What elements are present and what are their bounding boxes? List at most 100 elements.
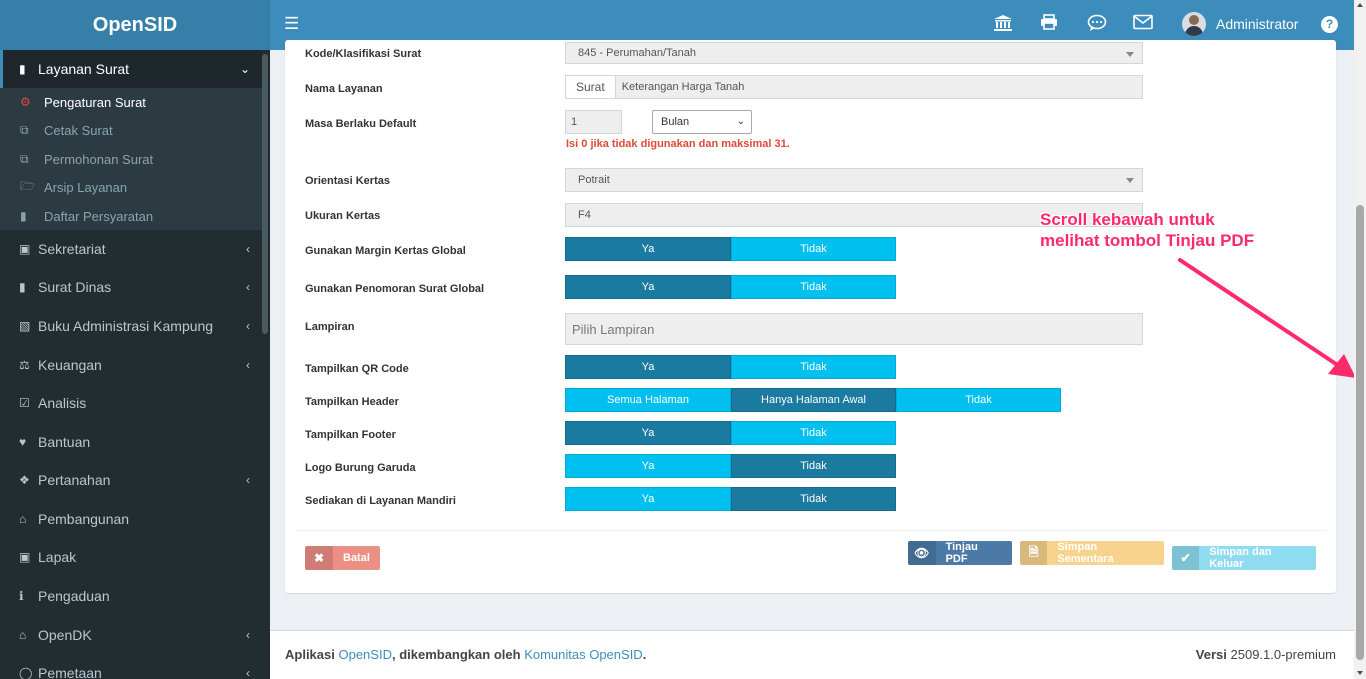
copy-icon: ⧉ bbox=[20, 151, 29, 166]
nama-input[interactable]: Surat Keterangan Harga Tanah bbox=[565, 75, 1143, 99]
submenu-item-cetak-surat[interactable]: ⧉ Cetak Surat bbox=[0, 116, 262, 144]
submenu-item-daftar-persyaratan[interactable]: ▮ Daftar Persyaratan bbox=[0, 202, 262, 230]
sidebar-item-label: Sekretariat bbox=[38, 241, 106, 257]
submenu-item-permohonan-surat[interactable]: ⧉ Permohonan Surat bbox=[0, 145, 262, 173]
institution-icon: ⌂ bbox=[19, 628, 27, 642]
sidebar-item-bantuan[interactable]: ♥ Bantuan bbox=[0, 423, 262, 461]
sidebar-item-pengaduan[interactable]: ℹ Pengaduan bbox=[0, 577, 262, 615]
batal-button[interactable]: ✖ Batal bbox=[305, 546, 380, 570]
user-menu[interactable]: Administrator bbox=[1182, 12, 1298, 36]
sidebar-item-pemetaan[interactable]: ◯ Pemetaan ‹ bbox=[0, 654, 262, 679]
submenu-item-arsip-layanan[interactable]: 🗁 Arsip Layanan bbox=[0, 173, 262, 201]
garuda-option-ya[interactable]: Ya bbox=[565, 454, 731, 478]
envelope-icon[interactable] bbox=[1132, 14, 1154, 35]
header-label: Tampilkan Header bbox=[305, 396, 399, 408]
submenu-item-pengaturan-surat[interactable]: ⚙ Pengaturan Surat bbox=[0, 88, 262, 116]
qr-option-ya[interactable]: Ya bbox=[565, 355, 731, 379]
eye-icon: 👁 bbox=[908, 541, 936, 565]
sidebar-item-opendk[interactable]: ⌂ OpenDK ‹ bbox=[0, 616, 262, 654]
sidebar-item-keuangan[interactable]: ⚖ Keuangan ‹ bbox=[0, 346, 262, 384]
mandiri-option-ya[interactable]: Ya bbox=[565, 487, 731, 511]
masa-unit-select[interactable]: Bulan ⌄ bbox=[652, 110, 752, 134]
hamburger-menu-icon[interactable]: ☰ bbox=[284, 14, 300, 33]
sidebar-item-analisis[interactable]: ☑ Analisis bbox=[0, 384, 262, 422]
sidebar-item-label: Keuangan bbox=[38, 357, 102, 373]
sidebar-item-sekretariat[interactable]: ▣ Sekretariat ‹ bbox=[0, 230, 262, 268]
penomoran-option-tidak[interactable]: Tidak bbox=[731, 275, 896, 299]
header-option-semua[interactable]: Semua Halaman bbox=[565, 388, 731, 412]
penomoran-label: Gunakan Penomoran Surat Global bbox=[305, 283, 485, 295]
kode-select[interactable]: 845 - Perumahan/Tanah bbox=[565, 42, 1143, 64]
sidebar-item-label: OpenDK bbox=[38, 627, 92, 643]
footer-app-link[interactable]: OpenSID bbox=[338, 647, 392, 662]
sidebar-item-pembangunan[interactable]: ⌂ Pembangunan bbox=[0, 500, 262, 538]
scroll-up-icon[interactable] bbox=[1357, 3, 1363, 7]
archive-icon: ▣ bbox=[19, 242, 31, 256]
scrollbar-thumb[interactable] bbox=[1356, 205, 1364, 660]
orientasi-label: Orientasi Kertas bbox=[305, 175, 390, 187]
header-option-tidak[interactable]: Tidak bbox=[896, 388, 1061, 412]
chevron-left-icon: ‹ bbox=[246, 280, 250, 294]
sidebar-item-lapak[interactable]: ▣ Lapak bbox=[0, 538, 262, 576]
sidebar-item-surat-dinas[interactable]: ▮ Surat Dinas ‹ bbox=[0, 268, 262, 306]
sidebar-item-layanan-surat[interactable]: ▮ Layanan Surat ⌄ bbox=[0, 50, 262, 88]
kode-label: Kode/Klasifikasi Surat bbox=[305, 48, 422, 60]
footer-prefix: Aplikasi bbox=[285, 647, 335, 662]
chat-icon[interactable] bbox=[1086, 14, 1108, 37]
nama-value: Keterangan Harga Tanah bbox=[621, 81, 745, 93]
bank-icon[interactable] bbox=[992, 14, 1014, 37]
annotation-line-1: Scroll kebawah untuk bbox=[1040, 210, 1215, 229]
qr-option-tidak[interactable]: Tidak bbox=[731, 355, 896, 379]
qr-toggle: Ya Tidak bbox=[565, 355, 896, 379]
help-icon[interactable]: ? bbox=[1321, 16, 1338, 33]
header-option-awal[interactable]: Hanya Halaman Awal bbox=[731, 388, 896, 412]
ukuran-select[interactable]: F4 bbox=[565, 203, 1143, 227]
gear-icon: ⚙ bbox=[20, 95, 31, 109]
shopping-cart-icon: ▣ bbox=[19, 550, 31, 564]
masa-input[interactable]: 1 bbox=[565, 110, 622, 134]
file-icon: 🗎 bbox=[1020, 541, 1048, 565]
footer-option-tidak[interactable]: Tidak bbox=[731, 421, 896, 445]
footer-version: Versi 2509.1.0-premium bbox=[1196, 647, 1336, 662]
footer-version-label: Versi bbox=[1195, 647, 1227, 662]
ukuran-value: F4 bbox=[578, 209, 591, 221]
lampiran-select[interactable]: Pilih Lampiran bbox=[565, 313, 1143, 345]
check-icon: ✔ bbox=[1172, 546, 1200, 570]
kode-value: 845 - Perumahan/Tanah bbox=[578, 47, 697, 59]
chevron-left-icon: ‹ bbox=[246, 358, 250, 372]
info-icon: ℹ bbox=[19, 589, 24, 603]
form-divider bbox=[296, 530, 1326, 531]
header-toggle: Semua Halaman Hanya Halaman Awal Tidak bbox=[565, 388, 1061, 412]
orientasi-select[interactable]: Potrait bbox=[565, 168, 1143, 192]
sidebar-scrollbar[interactable] bbox=[262, 54, 268, 334]
margin-option-tidak[interactable]: Tidak bbox=[731, 237, 896, 261]
caret-down-icon bbox=[1126, 178, 1134, 183]
brand-logo[interactable]: OpenSID bbox=[0, 0, 270, 50]
copy-icon: ⧉ bbox=[20, 122, 29, 137]
printer-icon[interactable] bbox=[1038, 14, 1060, 35]
sidebar-item-label: Lapak bbox=[38, 549, 77, 565]
scroll-annotation: Scroll kebawah untuk melihat tombol Tinj… bbox=[1040, 209, 1254, 251]
submenu-item-label: Permohonan Surat bbox=[44, 151, 154, 167]
sidebar-item-label: Surat Dinas bbox=[38, 279, 112, 295]
sidebar-item-pertanahan[interactable]: ❖ Pertanahan ‹ bbox=[0, 461, 262, 499]
mandiri-option-tidak[interactable]: Tidak bbox=[731, 487, 896, 511]
simpan-sementara-button[interactable]: 🗎 Simpan Sementara bbox=[1020, 541, 1164, 565]
orientasi-value: Potrait bbox=[578, 174, 610, 186]
footer-community-link[interactable]: Komunitas OpenSID bbox=[524, 647, 643, 662]
margin-option-ya[interactable]: Ya bbox=[565, 237, 731, 261]
footer-credit: Aplikasi OpenSID, dikembangkan oleh Komu… bbox=[285, 647, 646, 662]
institution-icon: ⌂ bbox=[19, 512, 27, 526]
scroll-down-icon[interactable] bbox=[1357, 671, 1363, 675]
penomoran-option-ya[interactable]: Ya bbox=[565, 275, 731, 299]
sidebar-item-buku-administrasi[interactable]: ▧ Buku Administrasi Kampung ‹ bbox=[0, 307, 262, 345]
map-signs-icon: ❖ bbox=[19, 473, 30, 487]
chevron-left-icon: ‹ bbox=[246, 473, 250, 487]
footer-option-ya[interactable]: Ya bbox=[565, 421, 731, 445]
book-icon: ▮ bbox=[19, 62, 26, 76]
tinjau-pdf-button[interactable]: 👁 Tinjau PDF bbox=[908, 541, 1012, 565]
globe-icon: ◯ bbox=[19, 666, 33, 679]
garuda-option-tidak[interactable]: Tidak bbox=[731, 454, 896, 478]
page-scrollbar[interactable] bbox=[1354, 0, 1366, 679]
simpan-keluar-button[interactable]: ✔ Simpan dan Keluar bbox=[1172, 546, 1316, 570]
